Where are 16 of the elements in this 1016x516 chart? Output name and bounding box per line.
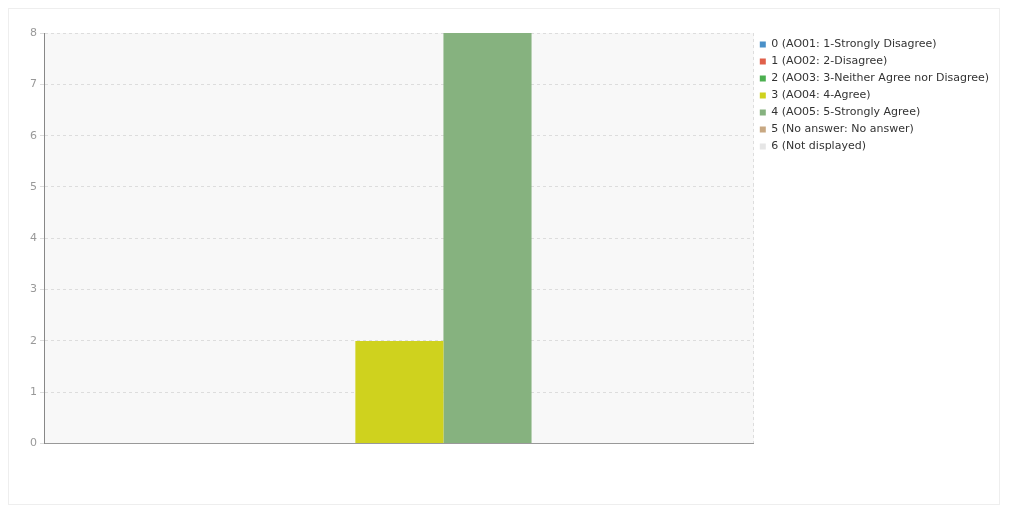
legend-label: 3 (AO04: 4-Agree) bbox=[771, 88, 871, 102]
legend-label: 1 (AO02: 2-Disagree) bbox=[771, 54, 888, 68]
y-tick-label: 8 bbox=[30, 25, 37, 39]
y-tick-label: 5 bbox=[30, 179, 37, 193]
y-tick-label: 7 bbox=[30, 77, 37, 91]
legend-label: 0 (AO01: 1-Strongly Disagree) bbox=[771, 37, 937, 51]
y-tick-label: 4 bbox=[30, 231, 37, 245]
legend-label: 5 (No answer: No answer) bbox=[771, 122, 914, 136]
y-tick-label: 6 bbox=[30, 128, 37, 142]
legend-label: 6 (Not displayed) bbox=[771, 139, 866, 153]
y-tick-label: 0 bbox=[30, 436, 37, 450]
y-tick-label: 3 bbox=[30, 282, 37, 296]
y-tick-label: 2 bbox=[30, 333, 37, 347]
legend-label: 2 (AO03: 3-Neither Agree nor Disagree) bbox=[771, 71, 990, 85]
legend-label: 4 (AO05: 5-Strongly Agree) bbox=[771, 105, 921, 119]
y-tick-label: 1 bbox=[30, 385, 37, 399]
